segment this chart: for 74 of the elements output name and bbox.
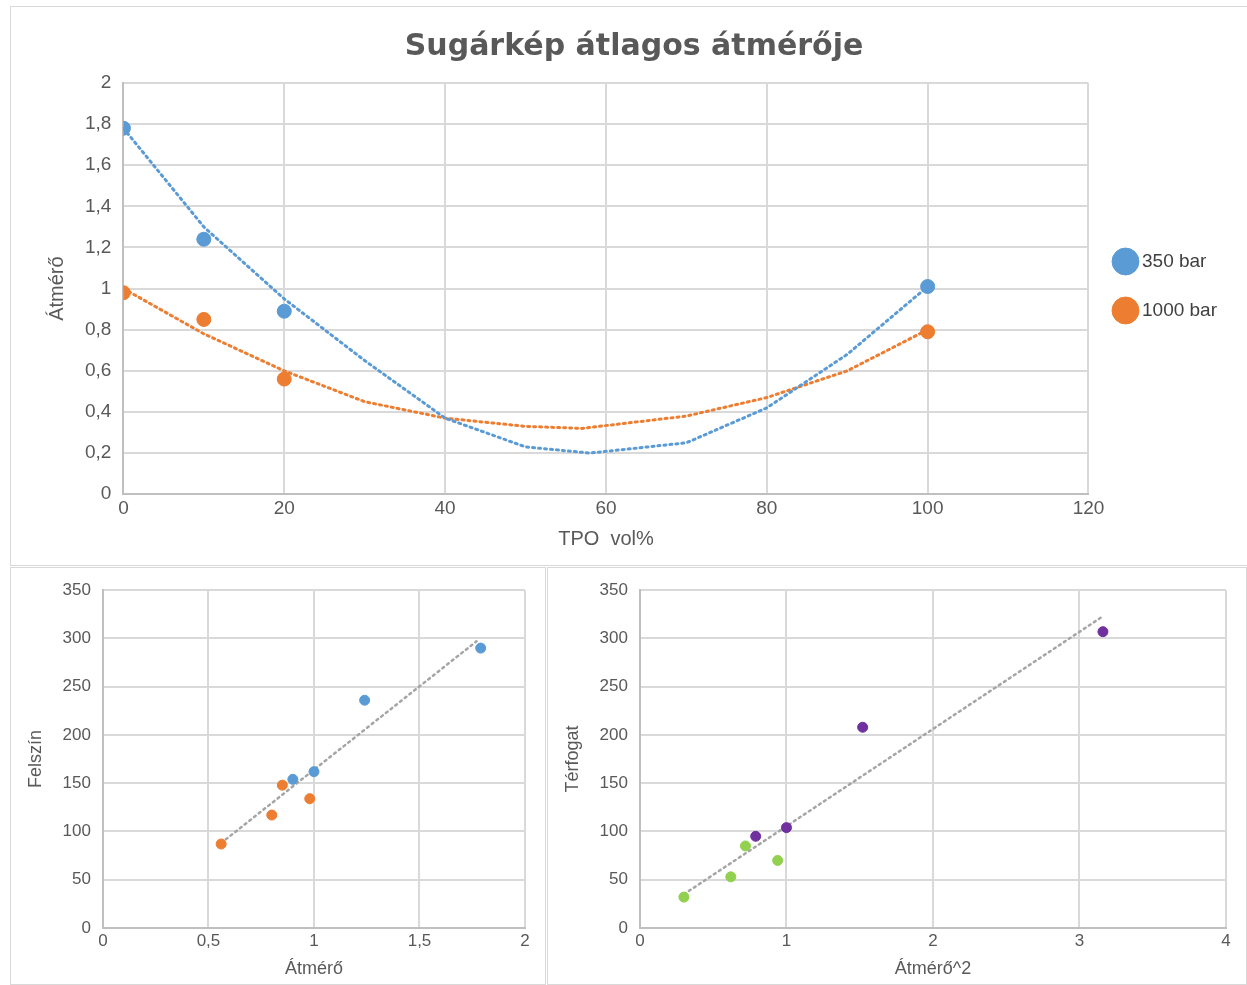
x-tick-label: 0,5 <box>196 930 221 950</box>
point <box>475 642 487 654</box>
y-tick-label: 1,6 <box>84 153 112 175</box>
x-axis-title: Átmérő^2 <box>894 958 972 979</box>
y-tick-label: 350 <box>599 579 628 599</box>
x-tick-label: 0 <box>635 930 645 950</box>
y-tick-label: 0 <box>618 917 628 937</box>
y-tick-label: 50 <box>609 869 628 889</box>
y-tick-label: 0 <box>100 482 112 504</box>
x-tick-label: 80 <box>756 496 778 518</box>
point <box>276 371 292 387</box>
point <box>920 324 936 340</box>
point <box>1097 626 1109 638</box>
point <box>678 891 690 903</box>
y-tick-label: 1,4 <box>84 194 112 216</box>
point <box>772 854 784 866</box>
point <box>196 311 212 327</box>
y-tick-label: 100 <box>62 821 91 841</box>
y-tick-label: 250 <box>62 676 91 696</box>
point <box>359 694 371 706</box>
y-tick-label: 0 <box>81 917 91 937</box>
legend-label: 350 bar <box>1141 249 1208 271</box>
x-tick-label: 3 <box>1074 930 1085 950</box>
y-tick-label: 150 <box>599 772 628 792</box>
y-tick-label: 250 <box>599 676 628 696</box>
y-tick-label: 0,8 <box>84 317 112 339</box>
x-tick-label: 0 <box>118 496 129 518</box>
x-axis-title: Átmérő <box>284 958 343 979</box>
point <box>276 779 288 791</box>
point <box>287 773 299 785</box>
y-tick-label: 300 <box>599 628 628 648</box>
y-tick-label: 200 <box>599 724 628 744</box>
point <box>725 871 737 883</box>
x-tick-label: 100 <box>911 496 944 518</box>
x-tick-label: 1 <box>781 930 792 950</box>
point <box>739 840 751 852</box>
x-tick-label: 2 <box>928 930 938 950</box>
y-tick-label: 0,4 <box>84 400 112 422</box>
point <box>308 766 320 778</box>
y-tick-label: 0,2 <box>84 441 112 463</box>
point <box>215 838 227 850</box>
point <box>276 303 292 319</box>
y-tick-label: 300 <box>62 628 91 648</box>
x-tick-label: 2 <box>520 930 530 950</box>
y-tick-label: 0,6 <box>84 359 112 381</box>
point <box>304 793 316 805</box>
point <box>920 279 936 295</box>
chart-title: Sugárkép átlagos átmérője <box>404 26 864 62</box>
x-tick-label: 1 <box>309 930 319 950</box>
x-tick-label: 1,5 <box>407 930 432 950</box>
y-tick-label: 350 <box>62 579 91 599</box>
y-tick-label: 1 <box>100 276 112 298</box>
legend-label: 1000 bar <box>1141 298 1218 320</box>
point <box>780 822 792 834</box>
point <box>857 721 869 733</box>
y-tick-label: 200 <box>62 724 91 744</box>
y-axis-title: Átmérő <box>44 256 67 321</box>
y-tick-label: 50 <box>72 869 91 889</box>
y-tick-label: 100 <box>599 821 628 841</box>
y-tick-label: 1,2 <box>84 235 112 257</box>
point <box>196 231 212 247</box>
y-tick-label: 1,8 <box>84 112 112 134</box>
x-axis-title: TPO vol% <box>558 526 654 549</box>
y-axis-title: Térfogat <box>561 725 582 793</box>
x-tick-label: 40 <box>434 496 456 518</box>
y-tick-label: 2 <box>100 71 112 93</box>
x-tick-label: 60 <box>595 496 617 518</box>
point <box>750 830 762 842</box>
x-tick-label: 20 <box>273 496 295 518</box>
point <box>266 809 278 821</box>
y-tick-label: 150 <box>62 772 91 792</box>
y-axis-title: Felszín <box>24 730 45 789</box>
x-tick-label: 4 <box>1221 930 1231 950</box>
x-tick-label: 120 <box>1072 496 1105 518</box>
